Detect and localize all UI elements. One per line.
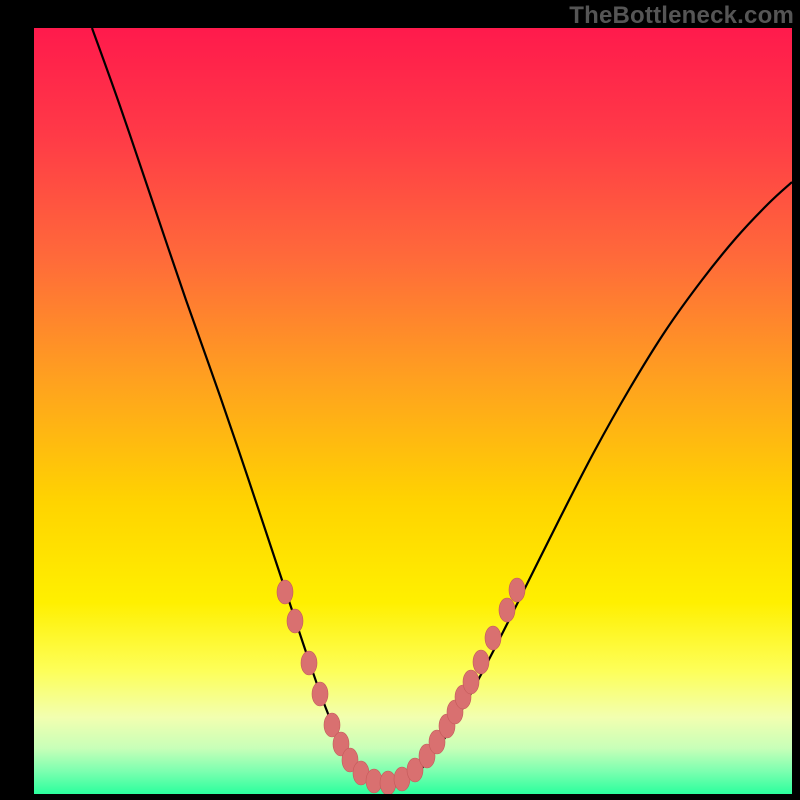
watermark-text: TheBottleneck.com bbox=[569, 2, 794, 30]
data-marker bbox=[485, 626, 501, 650]
data-marker bbox=[463, 670, 479, 694]
data-marker bbox=[312, 682, 328, 706]
data-marker bbox=[366, 769, 382, 793]
data-marker bbox=[509, 578, 525, 602]
data-marker bbox=[499, 598, 515, 622]
marker-group bbox=[277, 578, 525, 794]
bottleneck-curve-left bbox=[92, 28, 386, 787]
plot-area bbox=[34, 28, 792, 794]
data-marker bbox=[287, 609, 303, 633]
bottleneck-curve-right bbox=[386, 182, 792, 787]
data-marker bbox=[473, 650, 489, 674]
data-marker bbox=[380, 771, 396, 794]
data-marker bbox=[277, 580, 293, 604]
chart-canvas: TheBottleneck.com bbox=[0, 0, 800, 800]
curve-layer bbox=[34, 28, 792, 794]
data-marker bbox=[301, 651, 317, 675]
